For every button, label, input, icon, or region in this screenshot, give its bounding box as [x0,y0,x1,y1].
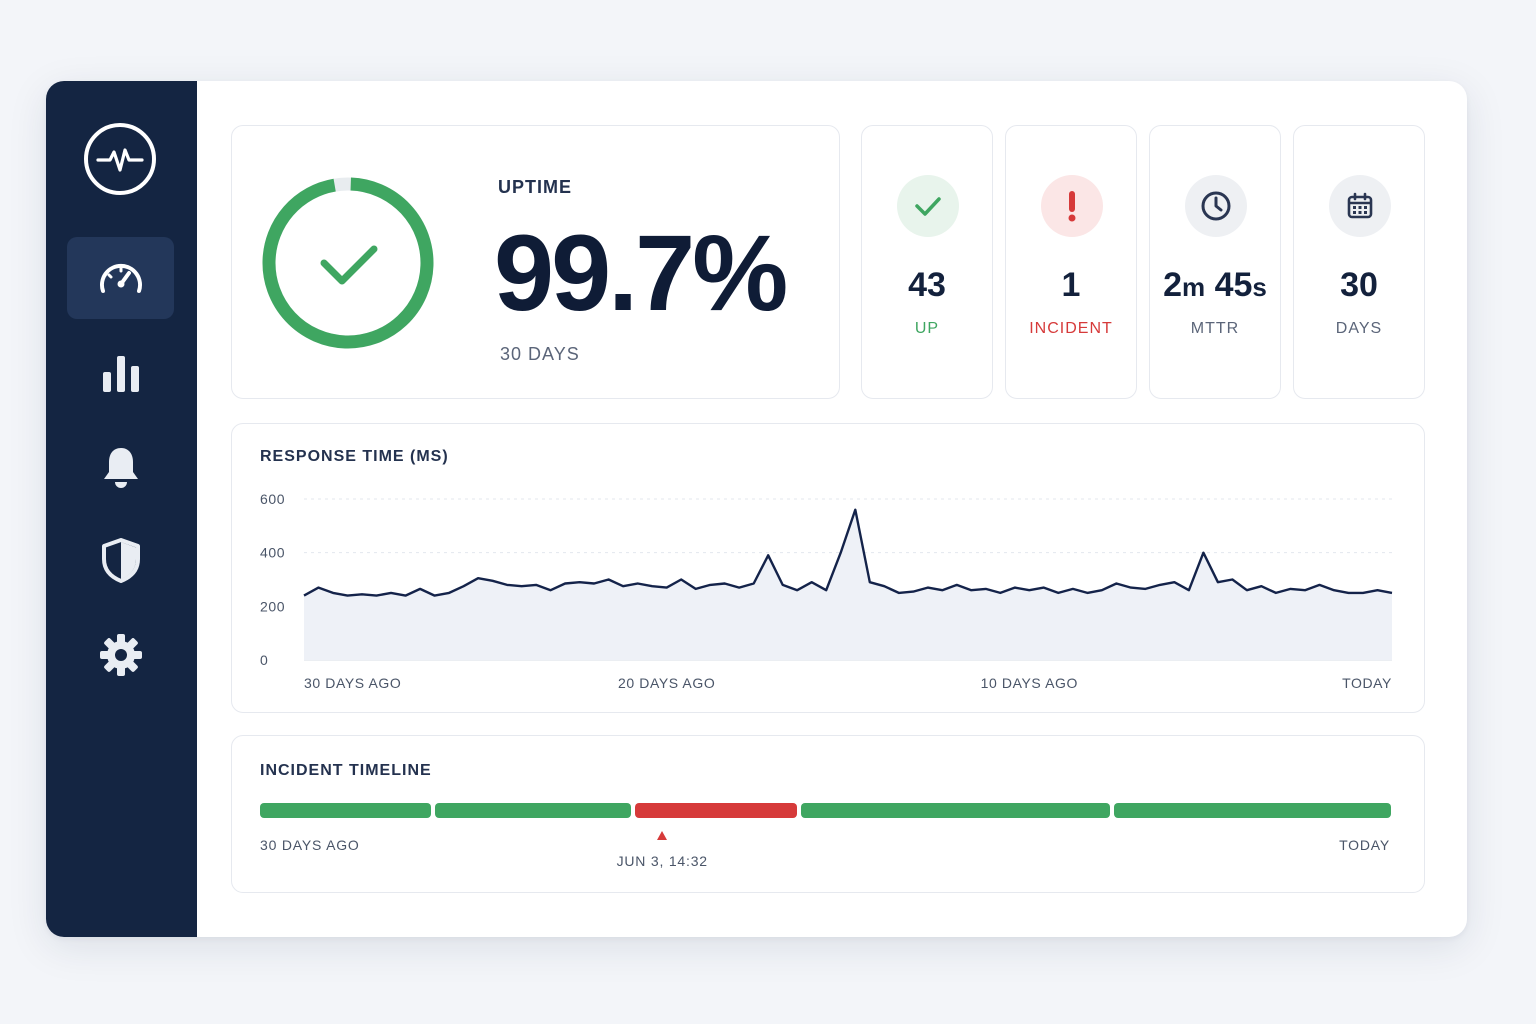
stat-card-up: 43 UP [861,125,993,399]
timeline-bar [260,803,1391,818]
timeline-segment-up[interactable] [801,803,1111,818]
timeline-start-label: 30 DAYS AGO [260,837,360,853]
shield-icon [101,538,140,583]
stat-card-days: 30 DAYS [1293,125,1425,399]
uptime-card: UPTIME 99.7% 30 DAYS [231,125,840,399]
x-tick-label: 30 DAYS AGO [304,675,401,691]
chart-title: RESPONSE TIME (MS) [260,448,449,465]
sidebar-item-reports[interactable] [67,333,174,415]
incident-marker-label: JUN 3, 14:32 [616,853,708,869]
stat-label: UP [914,320,940,337]
stat-label: MTTR [1190,320,1240,337]
stat-value: 30 [1340,266,1378,304]
stat-label: DAYS [1335,320,1383,337]
incident-marker-icon[interactable] [657,831,668,840]
timeline-segment-up[interactable] [260,803,432,818]
check-icon [320,245,378,285]
sidebar [46,81,197,937]
incident-timeline-card: INCIDENT TIMELINE 30 DAYS AGO TODAY JUN … [231,735,1425,893]
sidebar-item-security[interactable] [67,519,174,601]
exclamation-icon [1041,175,1103,237]
series-area [304,509,1392,660]
sidebar-item-dashboard[interactable] [67,237,174,319]
y-tick-label: 0 [260,652,268,668]
timeline-title: INCIDENT TIMELINE [260,762,432,779]
gauge-icon [99,263,142,293]
bar-chart-icon [102,356,139,392]
pulse-icon[interactable] [84,123,156,195]
x-tick-label: 10 DAYS AGO [981,675,1078,691]
response-time-card: RESPONSE TIME (MS) 0 200 400 600 30 DAYS AGO… [231,423,1425,713]
stat-value: 2m 45s [1163,266,1267,304]
y-tick-label: 600 [260,491,285,507]
calendar-icon [1329,175,1391,237]
gear-icon [99,634,142,676]
uptime-value: 99.7% [494,212,788,333]
stat-value: 43 [908,266,946,304]
stat-card-mttr: 2m 45s MTTR [1149,125,1281,399]
y-tick-label: 200 [260,598,285,614]
stat-card-incident: 1 INCIDENT [1005,125,1137,399]
app-window: UPTIME 99.7% 30 DAYS 43 UP 1 INCIDENT 2m… [46,81,1467,937]
stat-label: INCIDENT [1029,320,1113,337]
sidebar-item-alerts[interactable] [67,426,174,508]
bell-icon [103,448,138,488]
uptime-label: UPTIME [498,177,573,197]
response-time-chart: 0 200 400 600 30 DAYS AGO 20 DAYS AGO 10 DAYS … [260,491,1393,691]
timeline-segment-incident[interactable] [635,803,798,818]
x-tick-label: TODAY [1342,675,1392,691]
timeline-segment-up[interactable] [1114,803,1391,818]
series-line [303,508,1393,597]
check-icon [897,175,959,237]
uptime-ring [262,177,434,349]
x-tick-label: 20 DAYS AGO [618,675,715,691]
timeline-end-label: TODAY [1339,837,1390,853]
stat-value: 1 [1061,266,1081,304]
uptime-period: 30 DAYS [500,344,580,364]
y-tick-label: 400 [260,545,285,561]
main-content: UPTIME 99.7% 30 DAYS 43 UP 1 INCIDENT 2m… [197,81,1467,937]
sidebar-item-settings[interactable] [67,614,174,696]
timeline-segment-up[interactable] [435,803,632,818]
clock-icon [1185,175,1247,237]
